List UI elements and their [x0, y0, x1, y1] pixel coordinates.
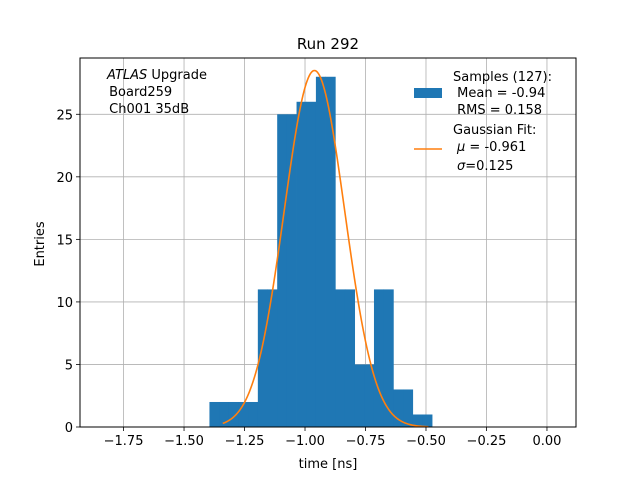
- x-tick-label: −0.25: [467, 434, 507, 449]
- y-tick-label: 15: [56, 233, 73, 248]
- legend-samples-rms: RMS = 0.158: [453, 103, 542, 118]
- histogram-bar: [393, 389, 404, 427]
- y-tick-label: 10: [56, 296, 73, 311]
- histogram-bars: [209, 76, 433, 428]
- x-tick-label: −1.00: [285, 434, 325, 449]
- x-tick-label: −1.75: [104, 434, 144, 449]
- histogram-bar: [412, 414, 423, 427]
- annotation-line-3: Ch001 35dB: [105, 102, 189, 117]
- histogram-bar: [286, 114, 297, 427]
- sigma-symbol: σ: [457, 159, 466, 174]
- histogram-bar: [335, 289, 346, 427]
- legend-samples-mean: Mean = -0.94: [453, 86, 545, 101]
- histogram-bar: [403, 389, 414, 427]
- histogram-bar: [248, 401, 259, 427]
- plot-frame: [79, 57, 577, 428]
- histogram-bar: [296, 101, 307, 427]
- histogram-bar: [364, 364, 375, 427]
- histogram-bar: [373, 289, 385, 427]
- y-axis-label: Entries: [33, 221, 48, 267]
- atlas-label: ATLAS: [106, 68, 147, 83]
- legend-fit-mu: μ = -0.961: [456, 140, 526, 155]
- mu-value: = -0.961: [465, 140, 526, 155]
- histogram-bar: [306, 101, 317, 427]
- histogram-bar: [354, 364, 365, 427]
- y-tick-label: 20: [56, 171, 73, 186]
- gaussian-fit: [222, 69, 429, 428]
- upgrade-label: Upgrade: [147, 68, 207, 83]
- chart-title: Run 292: [297, 35, 359, 53]
- annotation-box: ATLAS Upgrade Board259 Ch001 35dB: [105, 68, 207, 117]
- histogram-bar: [277, 114, 288, 427]
- histogram-bar: [228, 401, 239, 427]
- legend: Samples (127): Mean = -0.94 RMS = 0.158 …: [414, 70, 552, 174]
- histogram-bar: [383, 289, 394, 427]
- x-tick-label: −1.25: [225, 434, 265, 449]
- y-tick-label: 0: [65, 421, 73, 436]
- annotation-line-2: Board259: [105, 85, 172, 100]
- x-axis: −1.75 −1.50 −1.25 −1.00 −0.75 −0.50 −0.25 0.00: [104, 427, 561, 449]
- annotation-line-1: ATLAS Upgrade: [106, 68, 207, 83]
- x-tick-label: −0.50: [406, 434, 446, 449]
- x-tick-label: −0.75: [346, 434, 386, 449]
- histogram-bar: [422, 414, 433, 427]
- x-tick-label: −1.50: [164, 434, 204, 449]
- x-axis-label: time [ns]: [299, 457, 358, 472]
- gaussian-fit-curve: [222, 69, 429, 428]
- histogram-bar: [219, 401, 230, 427]
- mu-symbol: μ: [456, 140, 465, 155]
- y-tick-label: 5: [65, 358, 73, 373]
- histogram-bar: [344, 289, 356, 427]
- y-tick-label: 25: [56, 108, 73, 123]
- histogram-bar: [209, 401, 220, 427]
- legend-fit-title: Gaussian Fit:: [453, 123, 536, 138]
- histogram-bar: [315, 76, 326, 428]
- legend-samples-title: Samples (127):: [453, 70, 552, 85]
- histogram-bar: [257, 289, 268, 427]
- histogram-bar: [238, 401, 249, 427]
- x-tick-label: 0.00: [532, 434, 561, 449]
- histogram-bar: [267, 289, 278, 427]
- legend-samples-swatch: [414, 88, 442, 98]
- y-axis: 0 5 10 15 20 25: [56, 108, 80, 436]
- sigma-value: =0.125: [465, 159, 513, 174]
- legend-fit-sigma: σ=0.125: [457, 159, 513, 174]
- histogram-bar: [325, 76, 336, 428]
